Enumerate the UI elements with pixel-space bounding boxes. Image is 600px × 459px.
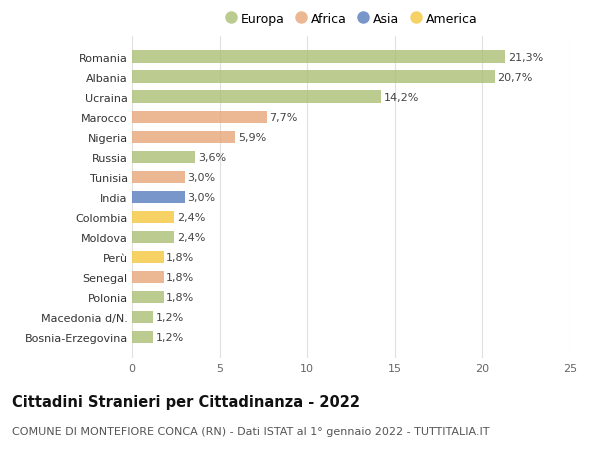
Bar: [132, 51, 505, 64]
Bar: [132, 231, 174, 244]
Text: 7,7%: 7,7%: [269, 112, 298, 123]
Text: 3,6%: 3,6%: [198, 152, 226, 162]
Text: 1,2%: 1,2%: [155, 332, 184, 342]
Bar: [132, 171, 185, 184]
Bar: [132, 311, 153, 324]
Bar: [132, 291, 164, 303]
Bar: [132, 271, 164, 284]
Legend: Europa, Africa, Asia, America: Europa, Africa, Asia, America: [220, 8, 482, 31]
Bar: [132, 251, 164, 263]
Bar: [132, 71, 494, 84]
Text: 2,4%: 2,4%: [176, 213, 205, 222]
Bar: [132, 91, 381, 104]
Text: 1,8%: 1,8%: [166, 292, 194, 302]
Bar: [132, 211, 174, 224]
Text: 3,0%: 3,0%: [187, 173, 215, 182]
Text: Cittadini Stranieri per Cittadinanza - 2022: Cittadini Stranieri per Cittadinanza - 2…: [12, 394, 360, 409]
Text: 3,0%: 3,0%: [187, 192, 215, 202]
Text: 14,2%: 14,2%: [383, 92, 419, 102]
Bar: [132, 151, 195, 163]
Text: 20,7%: 20,7%: [497, 73, 533, 83]
Text: 2,4%: 2,4%: [176, 232, 205, 242]
Text: COMUNE DI MONTEFIORE CONCA (RN) - Dati ISTAT al 1° gennaio 2022 - TUTTITALIA.IT: COMUNE DI MONTEFIORE CONCA (RN) - Dati I…: [12, 426, 490, 436]
Text: 21,3%: 21,3%: [508, 52, 543, 62]
Text: 1,8%: 1,8%: [166, 252, 194, 262]
Bar: [132, 131, 235, 144]
Text: 1,8%: 1,8%: [166, 272, 194, 282]
Bar: [132, 111, 267, 123]
Bar: [132, 331, 153, 343]
Bar: [132, 191, 185, 203]
Text: 1,2%: 1,2%: [155, 312, 184, 322]
Text: 5,9%: 5,9%: [238, 133, 266, 142]
